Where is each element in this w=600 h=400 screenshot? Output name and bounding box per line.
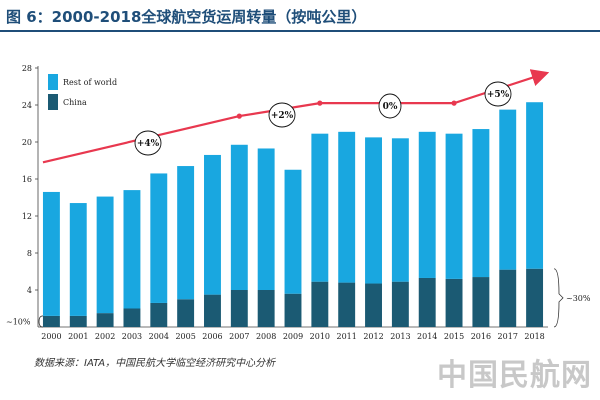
legend-label: China <box>63 98 87 107</box>
growth-annotation-label: +4% <box>137 139 160 149</box>
bar-rest-of-world <box>230 144 248 290</box>
bar-rest-of-world <box>177 166 195 300</box>
x-tick-label: 2016 <box>471 332 491 341</box>
growth-annotation-ellipse <box>484 81 512 107</box>
legend-swatch <box>48 94 58 110</box>
bar-rest-of-world <box>284 169 302 294</box>
x-tick-label: 2009 <box>283 332 303 341</box>
bar-china <box>391 281 409 327</box>
x-tick-label: 2004 <box>149 332 169 341</box>
y-tick-label: 16 <box>22 175 32 184</box>
x-tick-label: 2008 <box>256 332 276 341</box>
bar-rest-of-world <box>338 131 356 283</box>
chart-title: 图 6：2000-2018全球航空货运周转量（按吨公里） <box>6 8 367 26</box>
x-tick-label: 2013 <box>390 332 410 341</box>
bar-china <box>311 281 329 327</box>
growth-annotation-ellipse <box>134 130 162 156</box>
growth-annotation-label: +2% <box>271 111 294 121</box>
bar-china <box>230 290 248 327</box>
x-tick-label: 2015 <box>444 332 464 341</box>
bar-rest-of-world <box>365 137 382 284</box>
bar-china <box>257 290 275 327</box>
bar-china <box>150 302 168 327</box>
x-tick-label: 2018 <box>524 332 544 341</box>
bar-rest-of-world <box>418 131 436 278</box>
trend-point <box>451 100 457 106</box>
bar-rest-of-world <box>69 203 87 316</box>
bar-rest-of-world <box>150 173 168 303</box>
bar-china <box>499 269 517 327</box>
growth-annotation-label: 0% <box>383 102 398 112</box>
y-tick-label: 4 <box>27 286 32 295</box>
y-tick-label: 20 <box>22 138 32 147</box>
bar-rest-of-world <box>96 196 114 314</box>
y-tick-label: 24 <box>22 101 32 110</box>
x-tick-label: 2002 <box>95 332 115 341</box>
legend-label: Rest of world <box>63 78 117 87</box>
bar-rest-of-world <box>42 191 60 316</box>
title-divider <box>0 30 600 32</box>
growth-annotation-label: +5% <box>487 90 510 100</box>
source-note: 数据来源：IATA，中国民航大学临空经济研究中心分析 <box>34 358 276 369</box>
bar-china <box>365 283 382 327</box>
y-tick-label: 8 <box>27 249 32 258</box>
bar-china <box>338 282 356 327</box>
x-tick-label: 2003 <box>122 332 142 341</box>
bar-china <box>526 268 544 327</box>
x-tick-label: 2007 <box>229 332 249 341</box>
x-tick-label: 2006 <box>202 332 222 341</box>
bar-rest-of-world <box>204 154 221 295</box>
bar-rest-of-world <box>472 129 490 278</box>
bar-china <box>42 315 60 327</box>
legend-swatch <box>48 74 58 90</box>
x-tick-label: 2010 <box>310 332 330 341</box>
x-tick-label: 2014 <box>417 332 437 341</box>
x-tick-label: 2011 <box>337 332 357 341</box>
growth-annotation-ellipse <box>378 93 402 119</box>
y-tick-label: 28 <box>22 64 32 73</box>
trend-point <box>317 100 323 106</box>
bar-rest-of-world <box>499 109 517 270</box>
x-tick-label: 2012 <box>363 332 383 341</box>
watermark-logo: 中国民航网 <box>437 358 592 393</box>
bar-china <box>284 293 302 327</box>
bar-china <box>445 278 463 327</box>
bar-china <box>69 315 87 327</box>
x-tick-label: 2017 <box>498 332 518 341</box>
bar-china <box>472 277 490 327</box>
bracket-label-left: ~10% <box>6 317 31 326</box>
bar-rest-of-world <box>526 102 544 269</box>
growth-annotation-ellipse <box>268 102 296 128</box>
bar-rest-of-world <box>311 133 329 282</box>
bar-china <box>204 294 221 327</box>
bar-rest-of-world <box>123 190 141 309</box>
x-tick-label: 2000 <box>41 332 61 341</box>
x-tick-label: 2005 <box>175 332 195 341</box>
trend-point <box>236 113 242 119</box>
x-tick-label: 2001 <box>68 332 88 341</box>
bar-china <box>177 299 195 327</box>
left-bracket <box>38 315 44 328</box>
bar-china <box>123 308 141 327</box>
bracket-label-right: ~30% <box>566 294 591 303</box>
bar-china <box>96 313 114 327</box>
bar-china <box>418 277 436 327</box>
bar-rest-of-world <box>445 133 463 279</box>
bar-rest-of-world <box>391 138 409 282</box>
bar-rest-of-world <box>257 148 275 290</box>
right-bracket <box>553 268 564 328</box>
y-tick-label: 12 <box>22 212 32 221</box>
